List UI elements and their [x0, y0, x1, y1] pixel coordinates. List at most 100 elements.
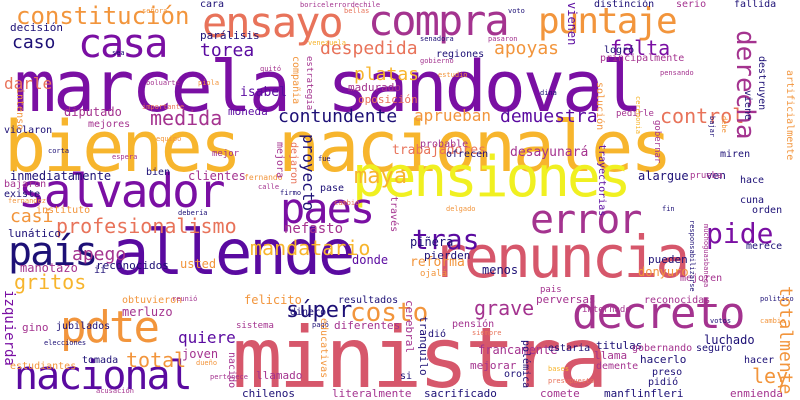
- word-senadora: senadora: [420, 35, 454, 43]
- word-allende: allende: [112, 216, 355, 289]
- word-caso: caso: [12, 32, 56, 53]
- word-boricelerrordechile: boricelerrordechile: [300, 1, 381, 9]
- word-mejorar: mejorar: [470, 359, 517, 372]
- word-pierden: pierden: [424, 249, 471, 262]
- word-obtuvieron: obtuvieron: [122, 295, 183, 306]
- word-instituto: instituto: [36, 205, 91, 216]
- word-traves: través: [388, 196, 399, 233]
- word-gobernar: gobernar: [652, 120, 662, 164]
- word-gritos: gritos: [14, 270, 87, 294]
- word-pensiones: pensiones: [352, 145, 631, 210]
- word-reunio: reunió: [172, 295, 198, 303]
- word-estudiantes: estudiantes: [10, 361, 77, 372]
- word-viene: viene: [742, 90, 753, 121]
- word-ensayo: ensayo: [202, 0, 344, 47]
- word-cambio: cambio: [334, 199, 360, 207]
- word-diputado: diputado: [64, 105, 122, 119]
- word-lunatico: lunático: [8, 227, 61, 240]
- word-pertenece: pertenece: [210, 373, 248, 381]
- word-medida: medida: [150, 106, 223, 130]
- word-mejoren: mejoren: [680, 273, 723, 284]
- word-tranquilo: tranquilo: [417, 316, 430, 376]
- word-compania: compañia: [290, 56, 301, 105]
- word-pide: pide: [706, 217, 774, 250]
- word-maya: maya: [354, 164, 407, 189]
- word-clientes: clientes: [188, 169, 246, 183]
- word-pase: pase: [320, 183, 345, 194]
- word-seguro: seguro: [696, 343, 733, 354]
- word-mejor: mejor: [212, 149, 240, 159]
- word-fallida: fallida: [734, 0, 777, 10]
- word-oposicion: oposición: [358, 93, 418, 106]
- word-delgado: delgado: [446, 205, 476, 213]
- word-chilenos: chilenos: [242, 387, 295, 400]
- word-boluarte: boluarte: [146, 79, 180, 87]
- word-ministra: ministra: [232, 309, 609, 400]
- word-puntaje: puntaje: [538, 1, 678, 42]
- word-polemica: polémica: [520, 340, 531, 389]
- word-manotazo: manotazo: [20, 261, 78, 275]
- word-estudio: estudio: [438, 71, 468, 79]
- word-control: control: [660, 104, 745, 128]
- word-estaria: estaria: [548, 343, 591, 354]
- word-izquierda: izquierda: [1, 290, 17, 366]
- word-destruyen: destruyen: [756, 56, 767, 111]
- word-senora: señora: [142, 7, 168, 15]
- word-aprueban: aprueban: [414, 106, 492, 125]
- word-logro: logró: [604, 45, 635, 56]
- word-gobernando: gobernando: [632, 343, 693, 354]
- word-sea: sea: [112, 49, 125, 57]
- word-salvador: salvador: [18, 164, 226, 218]
- word-existe: existe: [4, 189, 41, 200]
- word-cuna: cuna: [740, 195, 765, 206]
- word-prueba: prueba: [690, 171, 723, 181]
- word-intenso: intenso: [14, 88, 25, 131]
- word-nacido: nacido: [226, 352, 237, 389]
- word-nacional: nacional: [14, 353, 193, 399]
- word-estrategia: estrategia: [304, 56, 314, 111]
- word-gobierno: gobierno: [420, 57, 454, 65]
- word-casi: casi: [10, 206, 54, 227]
- word-cerebral: cerebral: [403, 300, 416, 353]
- word-renuncia: renuncia: [432, 223, 690, 291]
- word-alargue: alargue: [638, 169, 689, 183]
- word-artificialmente: artificialmente: [784, 70, 795, 161]
- word-orden: orden: [752, 205, 783, 216]
- word-hace: hace: [740, 175, 765, 186]
- word-si: si: [400, 371, 413, 382]
- word-darle: darle: [4, 74, 53, 93]
- word-fernando: fernando: [244, 173, 283, 182]
- word-bienes-nacionales: bienes nacionales: [4, 106, 672, 188]
- word-usted: usted: [180, 257, 217, 271]
- word-reforma: reforma: [410, 255, 465, 270]
- word-votos: votos: [710, 317, 732, 325]
- word-paes: paes: [280, 184, 375, 233]
- word-pago: pagó: [312, 321, 329, 329]
- word-regiones: regiones: [436, 49, 485, 60]
- word-proyecto: proyecto: [299, 134, 318, 212]
- word-sacrificado: sacrificado: [424, 387, 497, 400]
- word-ceremonia: ceremonia: [634, 96, 642, 134]
- word-casa: casa: [78, 21, 168, 67]
- word-decreto: decreto: [572, 288, 745, 339]
- word-dinero: dinero: [290, 307, 327, 318]
- word-acusacion: acusación: [96, 387, 134, 395]
- word-felicito: felicito: [244, 293, 302, 307]
- word-vienen: vienen: [565, 2, 579, 46]
- word-ii: ii: [94, 265, 107, 276]
- word-isabel: isabel: [240, 85, 287, 100]
- word-dina: dina: [540, 89, 557, 97]
- word-pidio: pidió: [648, 377, 679, 388]
- word-merece: merece: [746, 241, 783, 252]
- word-pais: país: [8, 229, 98, 275]
- word-miren: miren: [720, 149, 751, 160]
- word-politico: politico: [760, 295, 794, 303]
- word-preso: preso: [652, 367, 683, 378]
- word-demuestra: demuestra: [500, 106, 598, 127]
- word-pueden: pueden: [648, 253, 688, 266]
- word-dejaron: dejaron: [288, 142, 299, 185]
- word-pasaron: pasaron: [488, 35, 518, 43]
- word-desayunara: desayunará: [510, 145, 589, 160]
- word-derecha: derecha: [730, 30, 760, 140]
- word-corta: corta: [48, 147, 70, 155]
